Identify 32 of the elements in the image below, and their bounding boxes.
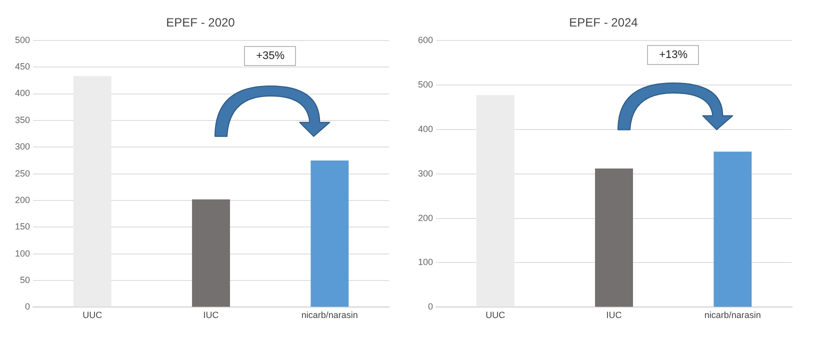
y-tick-label: 0 [25, 302, 30, 312]
y-tick-label: 100 [418, 257, 434, 268]
x-tick-label: UUC [486, 310, 506, 320]
y-tick-label: 500 [14, 34, 30, 45]
y-tick-label: 100 [14, 248, 30, 258]
bar [192, 199, 230, 307]
y-tick-label: 300 [14, 142, 30, 152]
x-tick-label: UUC [82, 310, 103, 320]
bar [714, 152, 752, 307]
annotation: +13% [647, 44, 700, 65]
y-tick-label: 250 [14, 168, 30, 178]
y-tick-label: 300 [418, 168, 434, 178]
x-tick-label: nicarb/narasin [704, 310, 761, 320]
x-tick-label: nicarb/narasin [301, 310, 358, 320]
x-tick-label: IUC [203, 310, 220, 320]
y-tick-label: 400 [14, 88, 30, 98]
y-tick-label: 400 [418, 124, 434, 134]
x-tick-label: IUC [606, 310, 622, 320]
y-tick-label: 450 [14, 62, 30, 72]
y-tick-label: 200 [418, 212, 434, 223]
y-tick-label: 50 [20, 275, 30, 286]
y-tick-label: 200 [14, 194, 30, 205]
bar [310, 160, 349, 307]
annotation: +35% [244, 46, 296, 66]
chart-title: EPEF - 2024 [569, 16, 638, 30]
y-tick-label: 500 [418, 79, 434, 90]
y-tick-label: 150 [14, 222, 30, 232]
y-tick-label: 600 [418, 34, 434, 45]
y-tick-label: 0 [428, 302, 434, 312]
bar [595, 168, 633, 307]
chart-title: EPEF - 2020 [166, 16, 236, 30]
y-tick-label: 350 [14, 114, 30, 125]
